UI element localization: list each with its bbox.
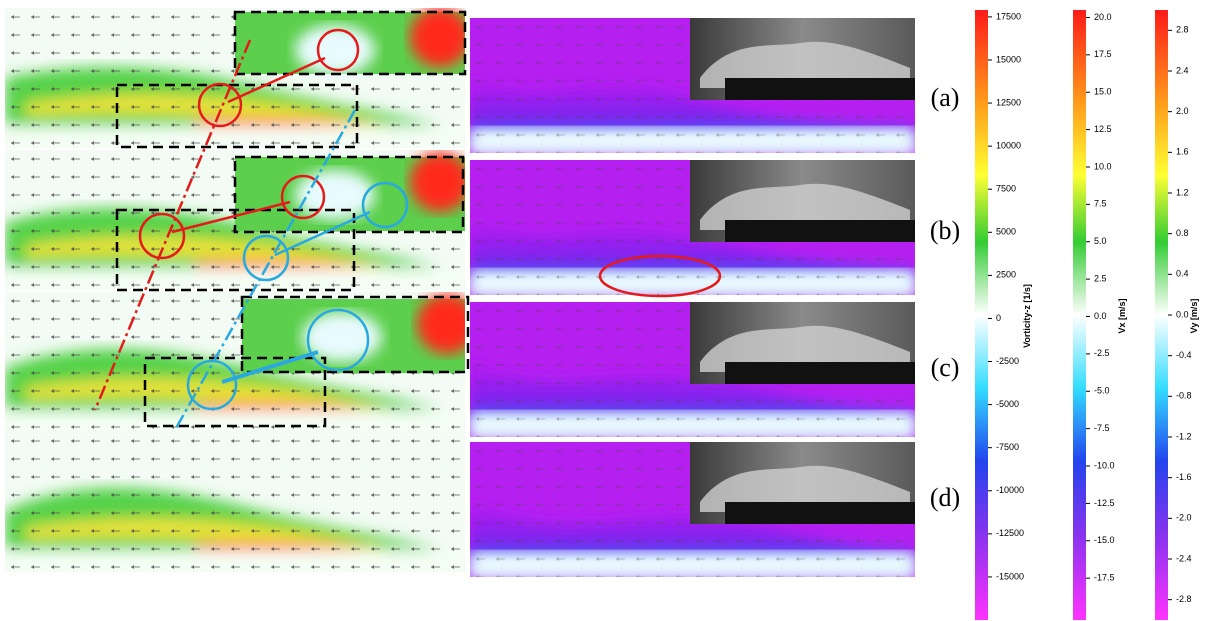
tick-label: -2.8 — [1176, 594, 1192, 604]
panels — [5, 8, 915, 577]
tick-label: 5000 — [996, 227, 1016, 237]
panel-label: (c) — [931, 353, 960, 382]
tick-label: 2.8 — [1176, 25, 1189, 35]
tick-label: -12.5 — [1094, 498, 1115, 508]
inset-white — [302, 312, 382, 362]
vx-field — [470, 442, 915, 577]
tick-label: 10000 — [996, 141, 1021, 151]
panel-label: (d) — [930, 483, 960, 512]
tick-label: -15.0 — [1094, 535, 1115, 545]
colorbar — [1155, 10, 1168, 620]
tick-label: -2.4 — [1176, 553, 1192, 563]
vx-field — [470, 160, 915, 295]
tick-label: 1.6 — [1176, 147, 1189, 157]
vx-field — [470, 18, 915, 153]
inset-red — [417, 294, 465, 354]
photo-plume — [700, 325, 910, 372]
tick-label: -10000 — [996, 485, 1024, 495]
vorticity-field — [5, 150, 465, 290]
tick-label: -17.5 — [1094, 573, 1115, 583]
colorbar-title: Vx [m/s] — [1117, 298, 1127, 333]
tick-label: 2.4 — [1176, 65, 1189, 75]
tick-label: 7.5 — [1094, 199, 1107, 209]
photo-plume — [700, 41, 910, 88]
vx-field — [470, 302, 915, 437]
inset-red — [410, 8, 465, 67]
vectors — [5, 432, 465, 572]
panel-label: (a) — [931, 83, 960, 112]
tick-label: 17.5 — [1094, 49, 1112, 59]
tick-label: -7.5 — [1094, 423, 1110, 433]
tick-label: 0.4 — [1176, 269, 1189, 279]
colorbar-title: Vorticity-z [1/s] — [1022, 284, 1032, 348]
vorticity-field — [5, 432, 465, 572]
tick-label: 12500 — [996, 97, 1021, 107]
tick-label: 5.0 — [1094, 236, 1107, 246]
tick-label: -10.0 — [1094, 460, 1115, 470]
inset — [242, 294, 465, 373]
panel-labels: (a) (b) (c) (d) — [930, 83, 960, 512]
vorticity-field — [5, 8, 465, 148]
tick-label: -1.2 — [1176, 431, 1192, 441]
tick-label: 2.0 — [1176, 106, 1189, 116]
tick-label: 1.2 — [1176, 187, 1189, 197]
photo-plume — [700, 183, 910, 230]
inset — [235, 152, 465, 231]
tick-label: -12500 — [996, 528, 1024, 538]
colorbars: Vorticity-z [1/s] 17500 15000 12500 10000 750… — [975, 10, 1199, 620]
tick-label: 7500 — [996, 184, 1016, 194]
colorbar — [1073, 10, 1086, 620]
photo-wall — [725, 502, 915, 524]
tick-label: -1.6 — [1176, 472, 1192, 482]
photo-plume — [700, 465, 910, 512]
tick-label: 20.0 — [1094, 12, 1112, 22]
tick-label: 2500 — [996, 270, 1016, 280]
tick-label: 15.0 — [1094, 87, 1112, 97]
tick-label: 17500 — [996, 11, 1021, 21]
tick-label: 12.5 — [1094, 124, 1112, 134]
vorticity-field — [5, 292, 465, 432]
colorbar-title: Vy [m/s] — [1189, 299, 1199, 334]
tick-label: 0.0 — [1094, 311, 1107, 321]
tick-label: -0.8 — [1176, 391, 1192, 401]
tick-label: -2.0 — [1176, 513, 1192, 523]
colorbar — [975, 10, 988, 620]
photo-wall — [725, 220, 915, 242]
tick-label: 0 — [996, 313, 1001, 323]
tick-label: -0.4 — [1176, 350, 1192, 360]
tick-label: -2500 — [996, 356, 1019, 366]
photo-wall — [725, 362, 915, 384]
photo-wall — [725, 78, 915, 100]
inset — [235, 8, 465, 75]
tick-label: 15000 — [996, 54, 1021, 64]
tick-label: -7500 — [996, 442, 1019, 452]
inset-red — [410, 152, 465, 212]
tick-label: -5.0 — [1094, 386, 1110, 396]
tick-label: -15000 — [996, 571, 1024, 581]
tick-label: -5000 — [996, 399, 1019, 409]
annotations — [93, 10, 722, 431]
tick-label: 2.5 — [1094, 273, 1107, 283]
tick-label: 0.8 — [1176, 228, 1189, 238]
tick-label: -2.5 — [1094, 348, 1110, 358]
panel-label: (b) — [930, 216, 960, 245]
tick-label: 10.0 — [1094, 161, 1112, 171]
tick-label: 0.0 — [1176, 309, 1189, 319]
